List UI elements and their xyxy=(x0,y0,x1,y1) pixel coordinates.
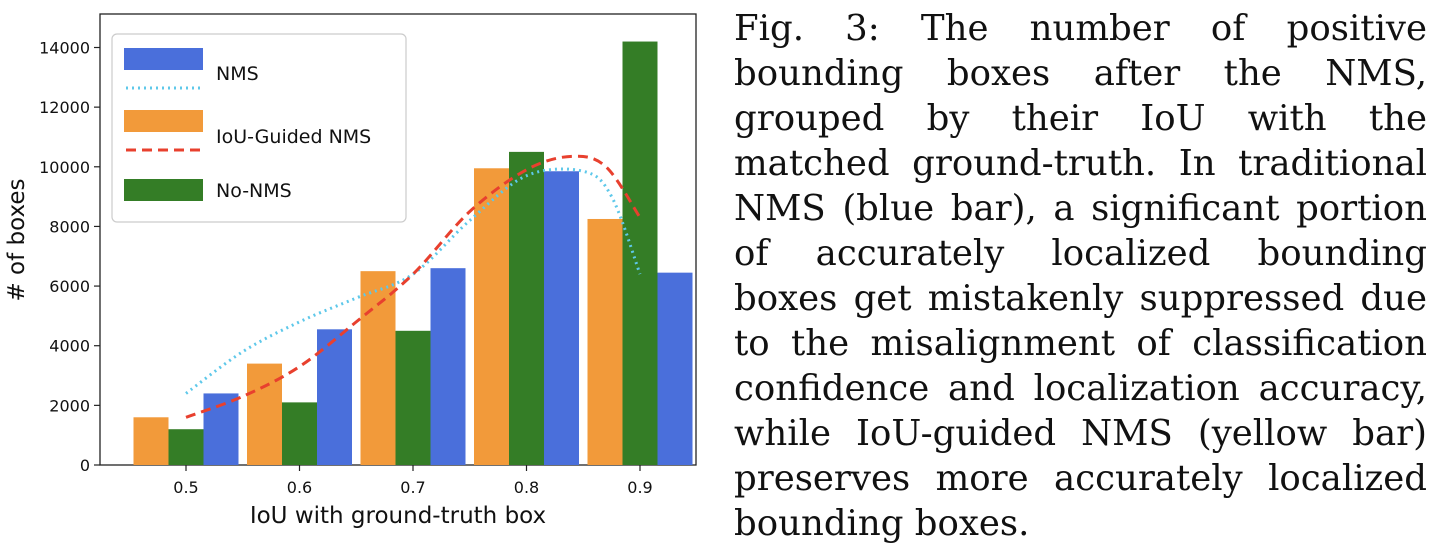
x-tick-label-0.5: 0.5 xyxy=(173,478,198,497)
y-axis-label: # of boxes xyxy=(4,178,30,301)
y-tick-label-2000: 2000 xyxy=(49,396,90,415)
x-tick-label-0.7: 0.7 xyxy=(400,478,425,497)
x-axis-label: IoU with ground-truth box xyxy=(250,503,546,529)
bar-no-nms-0.8 xyxy=(509,151,544,465)
curve-iou-guided-nms xyxy=(185,154,642,419)
bar-iou-guided-nms-0.8 xyxy=(474,168,509,465)
x-axis: 0.5 0.6 0.7 0.8 0.9 xyxy=(173,465,653,497)
legend: NMS IoU-Guided NMS No-NMS xyxy=(111,33,407,223)
legend-swatch-nms xyxy=(124,48,203,70)
bar-no-nms-0.7 xyxy=(395,330,431,465)
bar-no-nms-0.6 xyxy=(282,402,317,465)
bar-no-nms-0.5 xyxy=(168,429,204,465)
y-tick-label-8000: 8000 xyxy=(49,217,90,236)
curve-nms xyxy=(185,167,642,395)
bar-nms-0.7 xyxy=(430,268,466,465)
y-tick-label-6000: 6000 xyxy=(49,277,90,296)
y-tick-label-10000: 10000 xyxy=(39,158,90,177)
figure-caption: Fig. 3: The number of positive bounding … xyxy=(734,8,1427,544)
legend-box xyxy=(111,33,407,223)
y-axis: 0 2000 4000 6000 8000 10000 12000 14000 xyxy=(39,39,100,475)
legend-label-nms: NMS xyxy=(216,63,259,85)
bar-nms-0.6 xyxy=(317,329,352,465)
y-tick-label-0: 0 xyxy=(80,456,90,475)
bar-iou-guided-nms-0.5 xyxy=(133,417,169,465)
legend-label-no-nms: No-NMS xyxy=(216,180,292,202)
bar-no-nms-0.9 xyxy=(622,41,658,466)
figure: 0 2000 4000 6000 8000 10000 12000 14000 0.5 0.6 0… xyxy=(4,8,1427,544)
legend-swatch-no-nms xyxy=(124,179,203,201)
legend-label-iou-guided-nms: IoU-Guided NMS xyxy=(216,126,371,148)
y-tick-label-4000: 4000 xyxy=(49,337,90,356)
legend-swatch-iou-guided-nms xyxy=(124,110,203,132)
bar-nms-0.8 xyxy=(544,171,579,466)
bar-iou-guided-nms-0.9 xyxy=(587,218,623,465)
x-tick-label-0.9: 0.9 xyxy=(627,478,652,497)
bar-iou-guided-nms-0.7 xyxy=(360,271,396,465)
x-tick-label-0.6: 0.6 xyxy=(287,478,312,497)
bar-nms-0.9 xyxy=(657,272,693,465)
y-tick-label-14000: 14000 xyxy=(39,39,90,58)
curves-layer xyxy=(185,154,642,419)
y-tick-label-12000: 12000 xyxy=(39,98,90,117)
x-tick-label-0.8: 0.8 xyxy=(514,478,539,497)
